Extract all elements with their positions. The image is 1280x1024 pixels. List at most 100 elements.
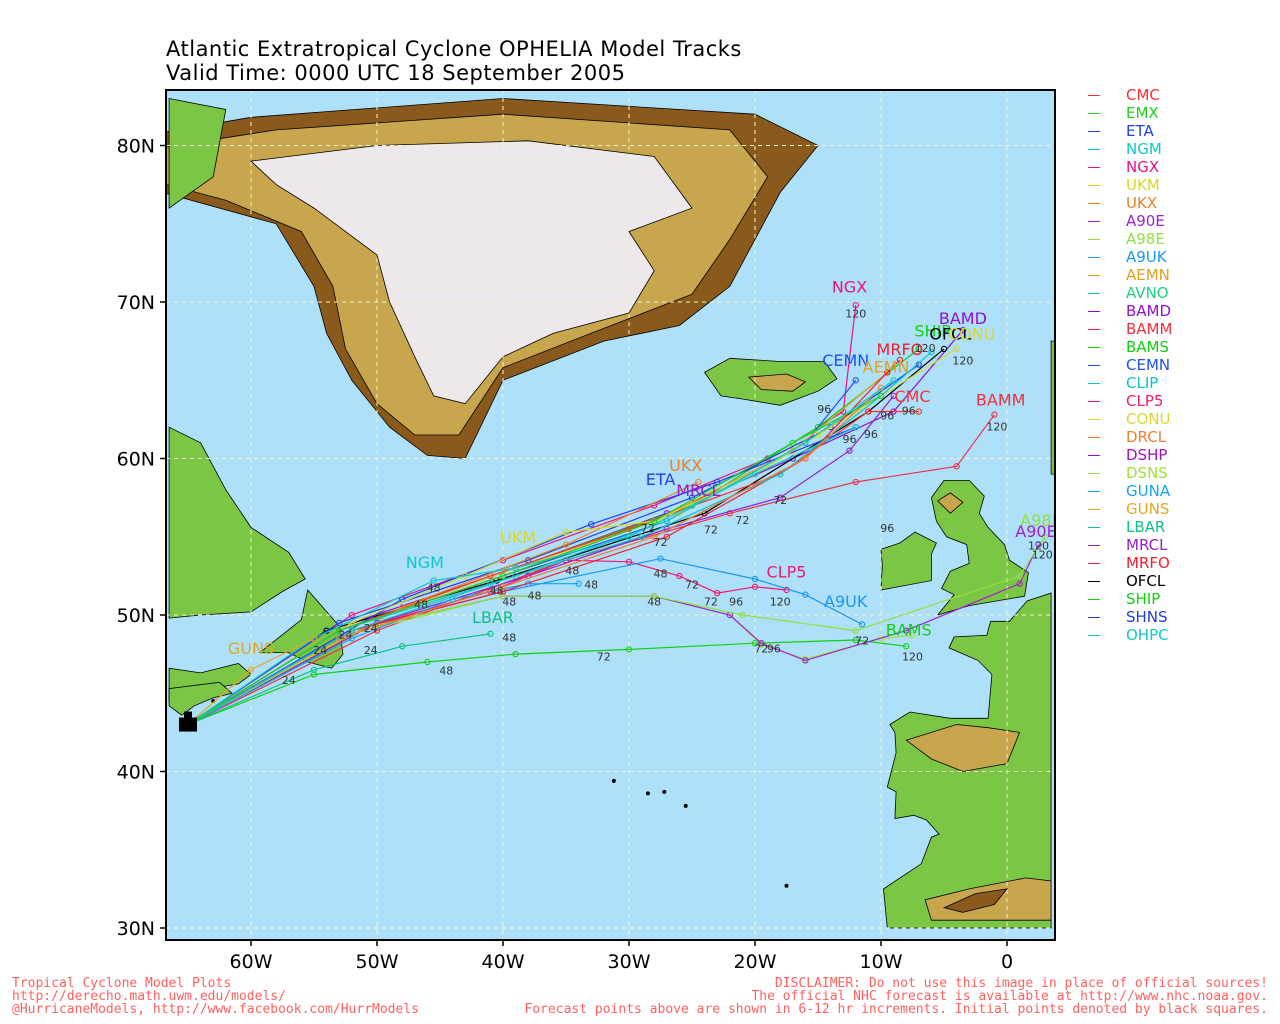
longitude-label: 40W bbox=[482, 951, 525, 973]
forecast-point bbox=[802, 439, 809, 446]
map-valid-time: Valid Time: 0000 UTC 18 September 2005 bbox=[166, 61, 626, 85]
forecast-hour-label: 48 bbox=[654, 567, 668, 580]
legend-item-a98e: A98E bbox=[1088, 230, 1278, 248]
forecast-hour-label: 96 bbox=[880, 522, 894, 535]
legend-label: SHNS bbox=[1126, 608, 1168, 626]
forecast-hour-label: 96 bbox=[817, 403, 831, 416]
forecast-hour-label: 48 bbox=[414, 599, 428, 612]
forecast-hour-label: 72 bbox=[773, 494, 787, 507]
landmass-layer bbox=[166, 98, 1055, 929]
longitude-label: 30W bbox=[608, 951, 651, 973]
legend-item-ukx: UKX bbox=[1088, 194, 1278, 212]
forecast-point bbox=[247, 666, 255, 673]
footer-social: @HurricaneModels, http://www.facebook.co… bbox=[12, 1002, 419, 1017]
legend-item-guns: GUNS bbox=[1088, 500, 1278, 518]
forecast-point bbox=[676, 572, 683, 580]
legend-label: A90E bbox=[1126, 212, 1165, 230]
forecast-hour-label: 72 bbox=[685, 578, 699, 591]
forecast-point bbox=[625, 646, 633, 653]
longitude-labels: 60W 50W 40W 30W 20W 10W 0 bbox=[230, 940, 1013, 973]
legend-label: CONU bbox=[1126, 410, 1171, 428]
track-line bbox=[187, 559, 787, 726]
forecast-hour-label: 48 bbox=[565, 564, 579, 577]
track-line bbox=[187, 536, 1046, 726]
forecast-hour-label: 72 bbox=[735, 514, 749, 527]
map-title: Atlantic Extratropical Cyclone OPHELIA M… bbox=[166, 37, 742, 61]
forecast-point bbox=[348, 635, 355, 642]
footer-right: DISCLAIMER: Do not use this image in pla… bbox=[524, 977, 1268, 1016]
footer-forecast-note: Forecast points above are shown in 6-12 … bbox=[524, 1002, 1268, 1017]
legend-label: DSNS bbox=[1126, 464, 1168, 482]
track-line bbox=[187, 395, 882, 726]
footer-nhc-note: The official NHC forecast is available a… bbox=[751, 989, 1268, 1004]
legend-item-mrcl: MRCL bbox=[1088, 536, 1278, 554]
legend-item-drcl: DRCL bbox=[1088, 428, 1278, 446]
legend-label: CLP5 bbox=[1126, 392, 1164, 410]
forecast-hour-label: 96 bbox=[729, 596, 743, 609]
island bbox=[662, 789, 667, 794]
forecast-point bbox=[651, 517, 658, 525]
legend-swatch bbox=[1088, 148, 1100, 150]
forecast-hour-label: 120 bbox=[770, 596, 791, 609]
forecast-hour-label: 96 bbox=[880, 409, 894, 422]
forecast-point bbox=[940, 345, 948, 353]
track-label-mrfo: MRFO bbox=[877, 340, 924, 359]
legend-item-lbar: LBAR bbox=[1088, 518, 1278, 536]
legend-label: ETA bbox=[1126, 122, 1154, 140]
legend-swatch bbox=[1088, 526, 1100, 528]
track-line bbox=[187, 379, 894, 726]
footer-left: Tropical Cyclone Model Plots http://dere… bbox=[12, 977, 419, 1016]
footer-url: http://derecho.math.uwm.edu/models/ bbox=[12, 989, 286, 1004]
island bbox=[645, 791, 650, 796]
forecast-point bbox=[657, 555, 664, 562]
forecast-point bbox=[852, 627, 859, 634]
track-ohpc bbox=[187, 377, 897, 726]
track-line bbox=[187, 414, 995, 726]
legend-label: AVNO bbox=[1126, 284, 1169, 302]
legend-item-shns: SHNS bbox=[1088, 608, 1278, 626]
forecast-hour-label: 120 bbox=[915, 342, 936, 355]
forecast-hour-label: 24 bbox=[364, 622, 378, 635]
legend-swatch bbox=[1088, 112, 1100, 114]
island bbox=[611, 778, 616, 783]
forecast-point bbox=[430, 577, 437, 584]
forecast-hour-label: 72 bbox=[704, 596, 718, 609]
legend-swatch bbox=[1088, 364, 1100, 366]
forecast-point bbox=[512, 650, 519, 658]
forecast-hour-label: 120 bbox=[952, 355, 973, 368]
forecast-point bbox=[1016, 572, 1023, 580]
landmass bbox=[250, 140, 693, 405]
forecast-point bbox=[852, 478, 859, 486]
forecast-point bbox=[915, 345, 922, 353]
forecast-point bbox=[638, 533, 645, 540]
footer-credit: Tropical Cyclone Model Plots bbox=[12, 976, 232, 991]
legend-label: OFCL bbox=[1126, 572, 1166, 590]
legend-swatch bbox=[1088, 238, 1100, 240]
legend-item-clip: CLIP bbox=[1088, 374, 1278, 392]
legend-label: AEMN bbox=[1126, 266, 1170, 284]
forecast-point bbox=[424, 658, 431, 666]
legend-swatch bbox=[1088, 598, 1100, 600]
track-label-guns: GUNS bbox=[228, 639, 274, 658]
forecast-hour-label: 48 bbox=[502, 596, 516, 609]
legend-item-ofcl: OFCL bbox=[1088, 572, 1278, 590]
legend-label: UKM bbox=[1126, 176, 1160, 194]
track-label-mrcl: MRCL bbox=[676, 481, 720, 500]
legend-swatch bbox=[1088, 94, 1100, 96]
landmass bbox=[937, 492, 964, 514]
model-tracks bbox=[187, 301, 1048, 726]
legend-label: CEMN bbox=[1126, 356, 1171, 374]
forecast-point bbox=[751, 583, 759, 590]
forecast-hour-label: 96 bbox=[902, 405, 916, 418]
forecast-point bbox=[714, 589, 721, 597]
legend-label: GUNA bbox=[1126, 482, 1171, 500]
legend-item-emx: EMX bbox=[1088, 104, 1278, 122]
forecast-point bbox=[802, 455, 809, 462]
legend-label: CMC bbox=[1126, 86, 1160, 104]
legend-label: MRFO bbox=[1126, 554, 1170, 572]
track-line bbox=[187, 426, 857, 726]
legend-item-eta: ETA bbox=[1088, 122, 1278, 140]
island bbox=[683, 803, 688, 808]
forecast-point bbox=[562, 541, 570, 548]
